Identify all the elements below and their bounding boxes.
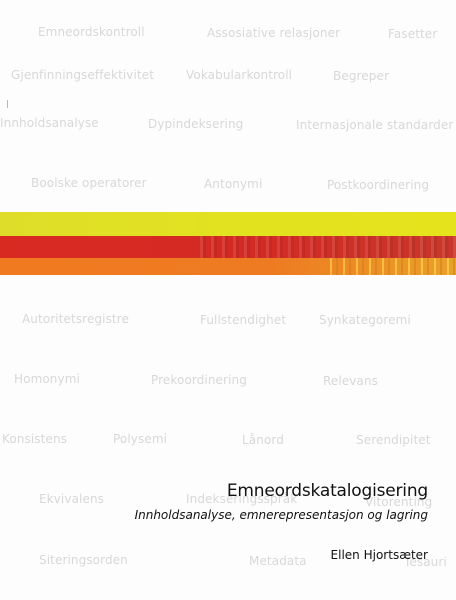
band-texture [200, 236, 456, 258]
background-term: Lånord [242, 433, 284, 447]
background-term: Gjenfinningseffektivitet [11, 68, 155, 82]
background-term: Vokabularkontroll [186, 68, 293, 82]
background-term: Serendipitet [356, 433, 431, 447]
background-term: Emneordskontroll [38, 25, 145, 39]
band-texture-lower [330, 258, 456, 275]
background-term: Fasetter [388, 27, 438, 41]
background-term: Boolske operatorer [31, 176, 147, 190]
background-term: Tesauri [404, 555, 447, 569]
background-term: Assosiative relasjoner [207, 26, 341, 40]
background-term: Indekseringsspråk [186, 492, 298, 506]
book-subtitle: Innholdsanalyse, emnerepresentasjon og l… [134, 508, 428, 522]
background-term: Metadata [249, 554, 307, 568]
background-term: Prekoordinering [151, 373, 247, 387]
background-term: Konsistens [2, 432, 68, 446]
red-band [0, 236, 456, 258]
background-term: Dypindeksering [148, 117, 244, 131]
background-term: Autoritetsregistre [22, 312, 129, 326]
background-term: Fullstendighet [200, 313, 287, 327]
background-term: Ekvivalens [39, 492, 104, 506]
background-term: Innholdsanalyse [0, 116, 99, 130]
background-term: Internasjonale standarder [296, 118, 454, 132]
background-term: Antonymi [204, 177, 263, 191]
background-term: Siteringsorden [39, 553, 128, 567]
background-term: Homonymi [14, 372, 80, 386]
background-term: Postkoordinering [327, 178, 430, 192]
background-term: Begreper [333, 69, 390, 83]
book-author: Ellen Hjortsæter [330, 548, 428, 562]
decorative-tick [7, 100, 8, 108]
background-term: Relevans [323, 374, 379, 388]
background-term: Synkategoremi [319, 313, 411, 327]
background-term: Polysemi [113, 432, 168, 446]
background-term: Vitorenting [365, 495, 433, 509]
yellow-band [0, 212, 456, 236]
book-title: Emneordskatalogisering [226, 481, 428, 501]
